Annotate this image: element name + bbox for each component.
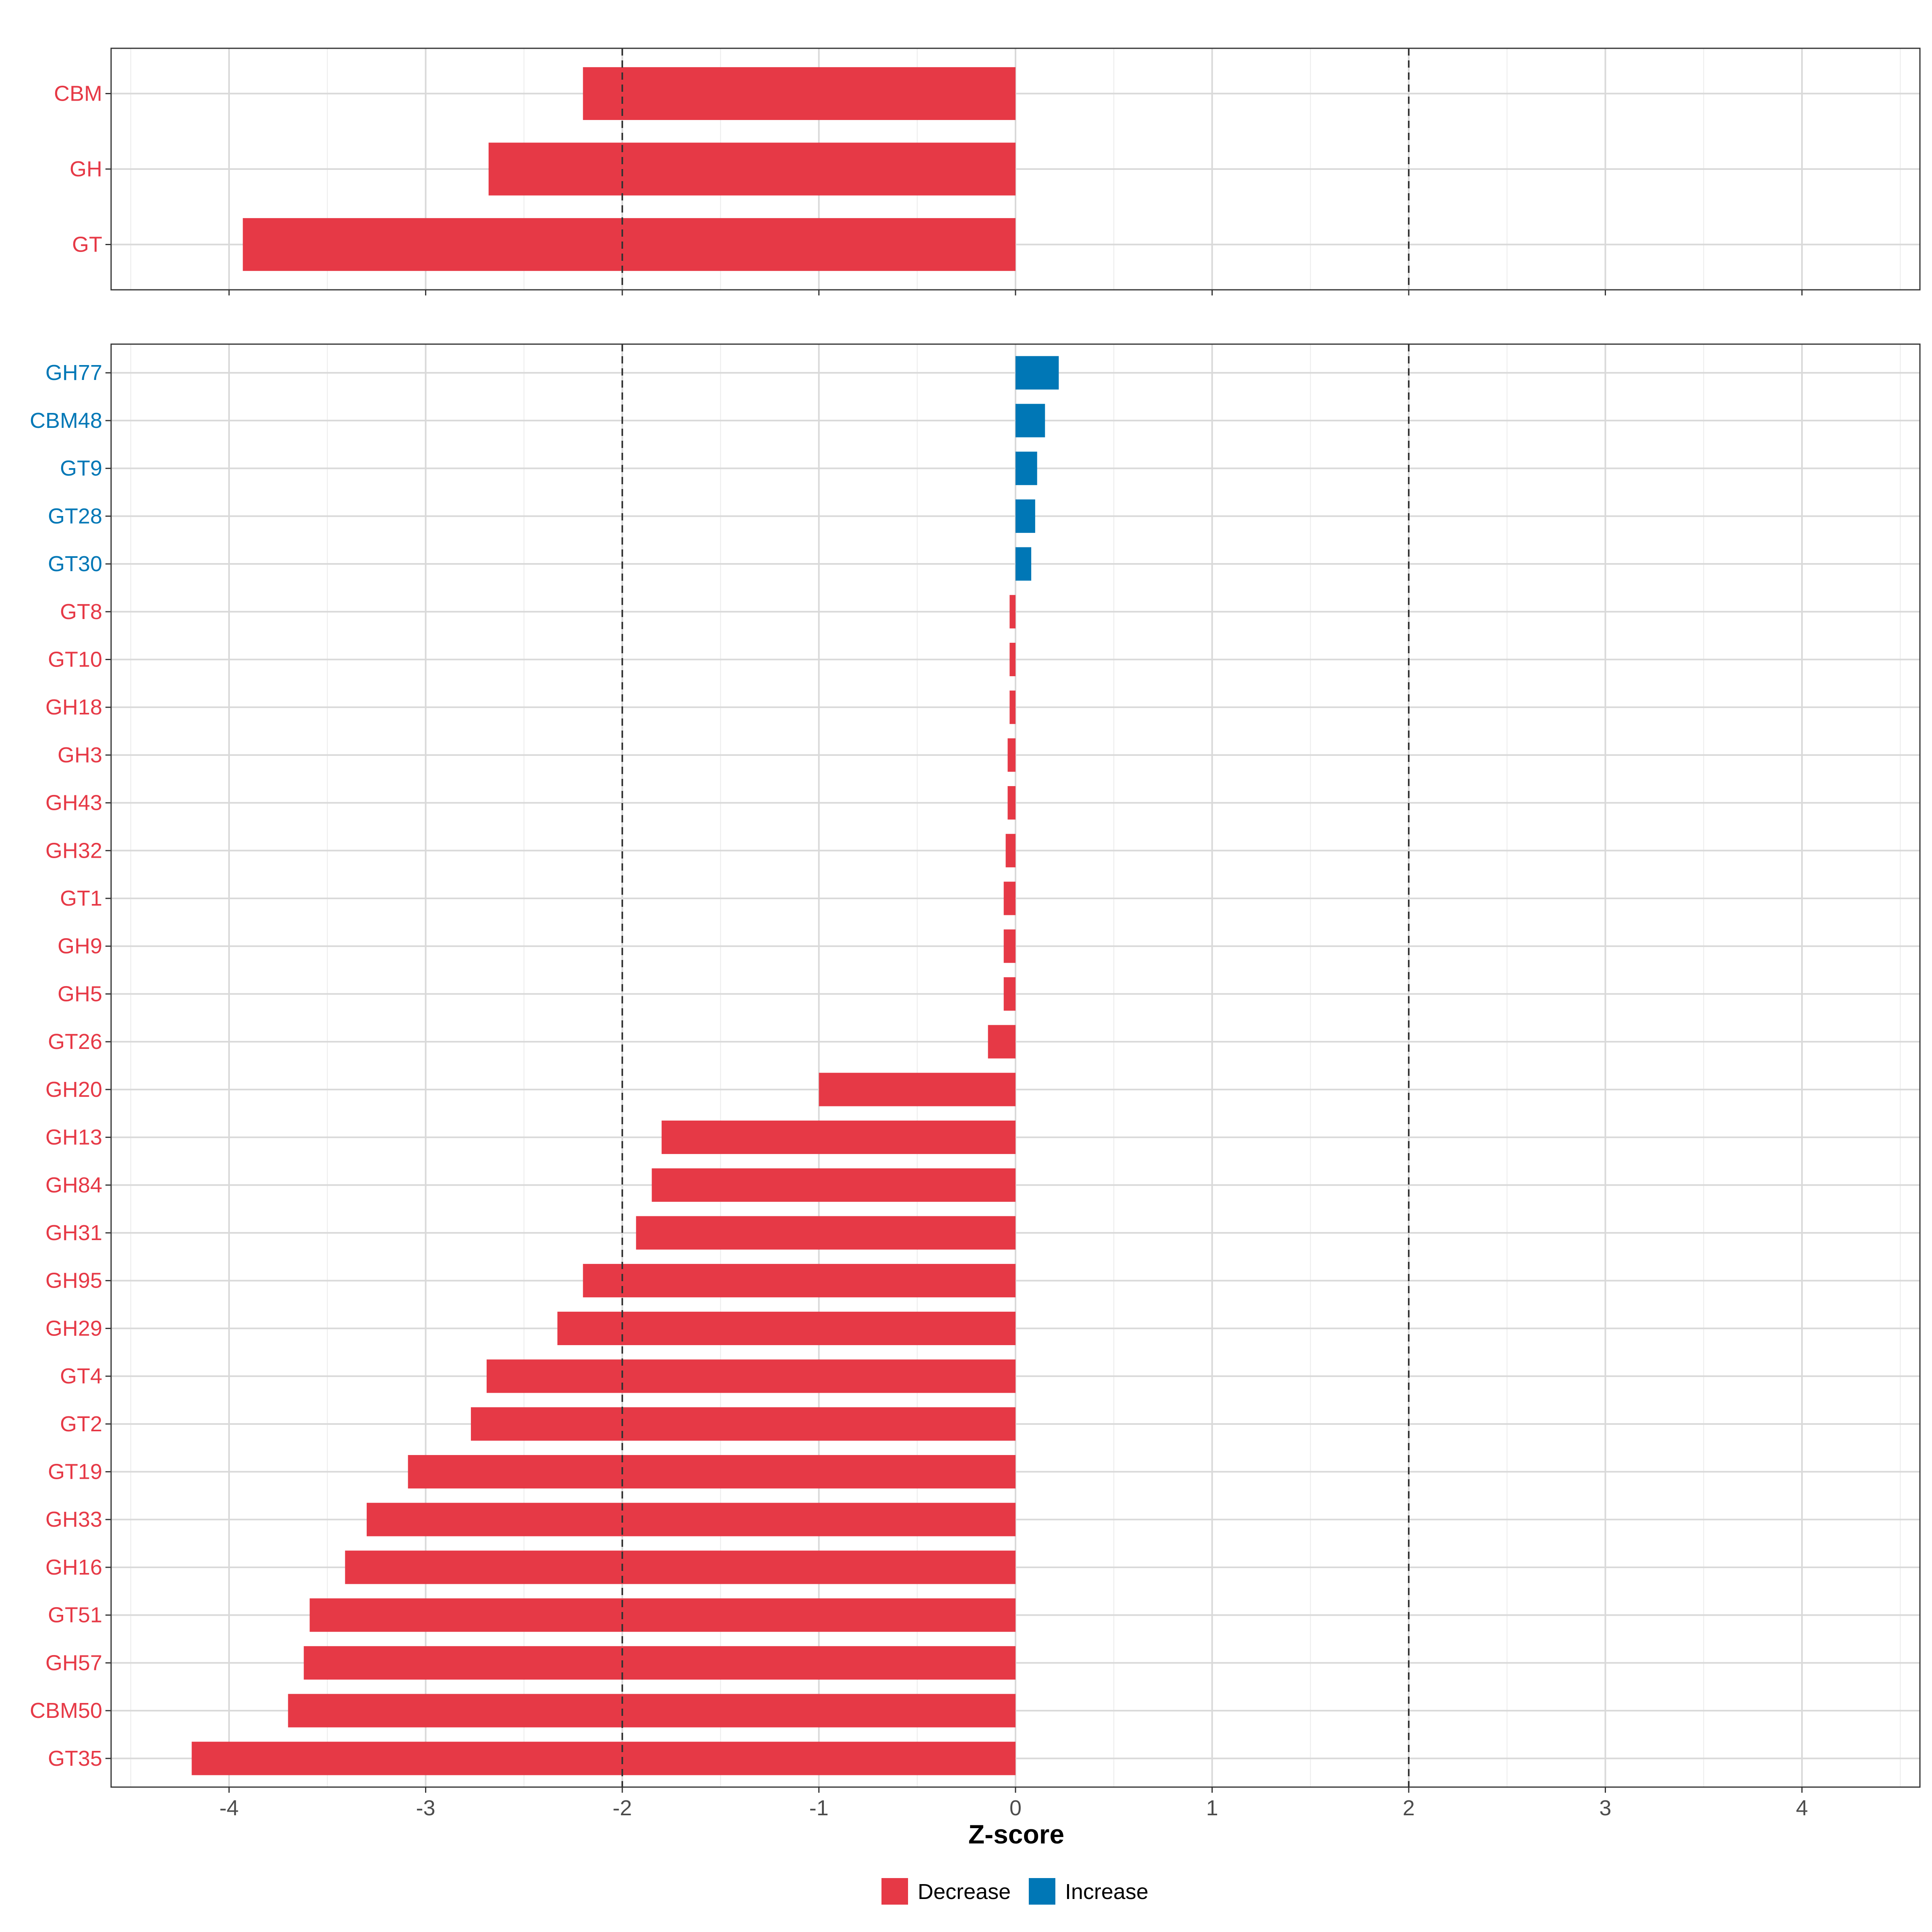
y-tick-label-CBM48: CBM48 — [30, 409, 102, 433]
y-tick-label-GH57: GH57 — [45, 1651, 102, 1675]
bar-GH13 — [661, 1121, 1016, 1154]
legend-label-decrease: Decrease — [918, 1880, 1011, 1904]
y-tick-label-GH18: GH18 — [45, 695, 102, 719]
y-tick-label-GT8: GT8 — [60, 600, 102, 624]
y-tick-label-CBM: CBM — [54, 82, 102, 106]
y-tick-label-GT1: GT1 — [60, 886, 102, 910]
y-tick-label-GH13: GH13 — [45, 1125, 102, 1150]
bar-GH84 — [652, 1168, 1016, 1202]
bar-GH20 — [819, 1073, 1016, 1106]
bar-GH31 — [636, 1216, 1016, 1250]
bar-GT35 — [192, 1742, 1016, 1775]
y-tick-label-GH43: GH43 — [45, 791, 102, 815]
x-tick-label: 4 — [1796, 1796, 1808, 1820]
bar-GT10 — [1009, 642, 1016, 677]
bar-CBM48 — [1016, 404, 1045, 438]
legend-swatch-increase — [1029, 1878, 1055, 1905]
bar-GH18 — [1009, 690, 1016, 724]
bar-GT4 — [486, 1359, 1016, 1393]
bar-GH9 — [1003, 929, 1016, 963]
x-tick-label: -1 — [809, 1796, 829, 1820]
y-tick-label-GT35: GT35 — [48, 1746, 102, 1771]
legend: Decrease Increase — [881, 1878, 1148, 1905]
y-tick-label-GT2: GT2 — [60, 1412, 102, 1436]
summary-panel: CBM GH GT — [54, 47, 1921, 295]
y-tick-label-CBM50: CBM50 — [30, 1699, 102, 1723]
y-tick-label-GH32: GH32 — [45, 838, 102, 863]
bar-GT1 — [1003, 881, 1016, 915]
bar-GT8 — [1009, 595, 1016, 629]
y-tick-label-GT: GT — [72, 233, 102, 257]
y-tick-label-GT9: GT9 — [60, 456, 102, 481]
y-tick-label-GH77: GH77 — [45, 361, 102, 385]
y-tick-label-GH3: GH3 — [58, 743, 102, 767]
bar-GH32 — [1005, 834, 1016, 867]
y-tick-label-GH5: GH5 — [58, 982, 102, 1006]
legend-label-increase: Increase — [1065, 1880, 1148, 1904]
bar-GH16 — [345, 1550, 1016, 1584]
bar-GT — [243, 218, 1016, 271]
x-tick-label: 1 — [1206, 1796, 1218, 1820]
x-tick-label: -2 — [613, 1796, 632, 1820]
y-tick-label-GH16: GH16 — [45, 1555, 102, 1579]
y-tick-label-GT10: GT10 — [48, 647, 102, 671]
y-tick-label-GT28: GT28 — [48, 504, 102, 528]
bar-GT9 — [1016, 452, 1037, 485]
y-tick-label-GH: GH — [70, 157, 102, 181]
y-tick-label-GT26: GT26 — [48, 1030, 102, 1054]
bar-GH57 — [303, 1646, 1016, 1680]
bar-GT28 — [1016, 499, 1035, 533]
y-tick-label-GT51: GT51 — [48, 1603, 102, 1627]
legend-swatch-decrease — [881, 1878, 908, 1905]
bar-CBM50 — [288, 1694, 1016, 1728]
y-tick-label-GH9: GH9 — [58, 934, 102, 958]
y-tick-label-GH29: GH29 — [45, 1316, 102, 1340]
bar-GH5 — [1003, 977, 1016, 1011]
bar-GT51 — [310, 1598, 1016, 1632]
bar-GH29 — [557, 1311, 1016, 1345]
bar-GH95 — [583, 1264, 1016, 1298]
bar-GT19 — [408, 1455, 1016, 1489]
y-tick-label-GH20: GH20 — [45, 1077, 102, 1102]
bar-GH77 — [1016, 356, 1059, 390]
x-tick-label: 0 — [1009, 1796, 1022, 1820]
y-tick-label-GT4: GT4 — [60, 1364, 102, 1388]
y-tick-label-GH95: GH95 — [45, 1269, 102, 1293]
bar-GT26 — [988, 1025, 1016, 1059]
x-tick-label: 3 — [1599, 1796, 1611, 1820]
bar-CBM — [583, 67, 1016, 120]
bar-GH3 — [1007, 738, 1016, 772]
bar-GH43 — [1007, 786, 1016, 820]
families-panel: GH77 CBM48 GT9 GT28 GT30 GT8 GT10 GH18 GH3 GH43 GH… — [30, 343, 1921, 1793]
y-tick-label-GH33: GH33 — [45, 1507, 102, 1532]
y-tick-label-GT30: GT30 — [48, 552, 102, 576]
y-tick-label-GH84: GH84 — [45, 1173, 102, 1197]
bar-GH33 — [367, 1503, 1016, 1536]
bar-GT2 — [471, 1407, 1016, 1441]
y-tick-label-GT19: GT19 — [48, 1460, 102, 1484]
y-tick-label-GH31: GH31 — [45, 1221, 102, 1245]
x-axis: -4 -3 -2 -1 0 1 2 3 4 — [219, 1796, 1808, 1820]
x-tick-label: -4 — [219, 1796, 239, 1820]
x-tick-label: 2 — [1403, 1796, 1415, 1820]
x-axis-title: Z-score — [968, 1819, 1064, 1849]
bar-GH — [488, 142, 1016, 196]
x-tick-label: -3 — [416, 1796, 436, 1820]
bar-GT30 — [1016, 547, 1032, 581]
